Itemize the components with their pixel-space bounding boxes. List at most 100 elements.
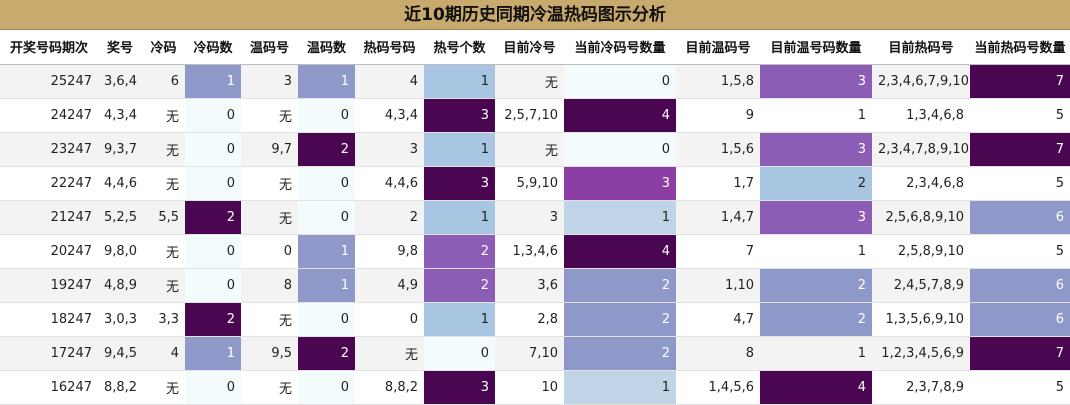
cell-cold-code: 4 xyxy=(142,336,185,371)
col-header-current-warm: 目前温码号 xyxy=(676,30,760,65)
table-row: 22247 4,4,6 无 0 无 0 4,4,6 3 5,9,10 3 1,7 2 2,3,4,6,8… xyxy=(0,166,1070,201)
cell-current-warm-count: 4 xyxy=(760,370,872,405)
cell-cold-count: 0 xyxy=(185,98,241,133)
cell-current-warm-count: 2 xyxy=(760,302,872,337)
cell-prize-number: 5,2,5 xyxy=(98,200,142,235)
cell-current-hot-count: 7 xyxy=(970,132,1070,167)
cell-current-hot: 2,3,4,6,8 xyxy=(872,166,970,201)
cell-cold-count: 0 xyxy=(185,234,241,269)
cell-hot-count: 2 xyxy=(424,268,495,303)
cell-current-hot: 1,3,5,6,9,10 xyxy=(872,302,970,337)
cell-period: 25247 xyxy=(0,64,98,99)
cell-current-cold: 2,8 xyxy=(495,302,564,337)
col-header-current-warm-count: 目前温号码数量 xyxy=(760,30,872,65)
cell-current-warm-count: 3 xyxy=(760,64,872,99)
cell-warm-count: 0 xyxy=(298,370,355,405)
cell-cold-code: 5,5 xyxy=(142,200,185,235)
cell-current-warm: 1,4,5,6 xyxy=(676,370,760,405)
cell-cold-count: 1 xyxy=(185,336,241,371)
cell-hot-count: 1 xyxy=(424,64,495,99)
col-header-current-hot-count: 当前热码号数量 xyxy=(970,30,1070,65)
cell-current-cold-count: 3 xyxy=(564,166,676,201)
cell-hot-code: 4,3,4 xyxy=(355,98,424,133)
cell-current-warm-count: 2 xyxy=(760,268,872,303)
cell-hot-count: 1 xyxy=(424,200,495,235)
cell-current-hot: 2,5,8,9,10 xyxy=(872,234,970,269)
cell-current-cold-count: 4 xyxy=(564,234,676,269)
cell-current-cold: 无 xyxy=(495,64,564,99)
table-row: 18247 3,0,3 3,3 2 无 0 0 1 2,8 2 4,7 2 1,3,5,6,9,10 6 xyxy=(0,302,1070,337)
cell-current-cold-count: 0 xyxy=(564,64,676,99)
cell-warm-count: 1 xyxy=(298,64,355,99)
analysis-table: 开奖号码期次 奖号 冷码 冷码数 温码号 温码数 热码号码 热号个数 目前冷号 … xyxy=(0,30,1070,405)
cell-current-cold: 5,9,10 xyxy=(495,166,564,201)
table-row: 21247 5,2,5 5,5 2 无 0 2 1 3 1 1,4,7 3 2,5,6,8,9,10 6 xyxy=(0,200,1070,235)
cell-current-cold-count: 2 xyxy=(564,268,676,303)
cell-hot-code: 4,9 xyxy=(355,268,424,303)
cell-current-warm-count: 1 xyxy=(760,98,872,133)
cell-prize-number: 9,8,0 xyxy=(98,234,142,269)
cell-current-hot: 2,3,7,8,9 xyxy=(872,370,970,405)
cell-current-cold: 无 xyxy=(495,132,564,167)
col-header-cold-count: 冷码数 xyxy=(185,30,241,65)
col-header-current-cold: 目前冷号 xyxy=(495,30,564,65)
cell-hot-code: 8,8,2 xyxy=(355,370,424,405)
cell-current-hot: 2,4,5,7,8,9 xyxy=(872,268,970,303)
cell-cold-code: 无 xyxy=(142,268,185,303)
cell-warm-count: 1 xyxy=(298,234,355,269)
cell-warm-count: 2 xyxy=(298,336,355,371)
cell-current-warm: 7 xyxy=(676,234,760,269)
cell-warm-code: 无 xyxy=(241,302,298,337)
cell-prize-number: 3,6,4 xyxy=(98,64,142,99)
cell-current-cold-count: 1 xyxy=(564,370,676,405)
cell-hot-count: 3 xyxy=(424,370,495,405)
cell-cold-count: 0 xyxy=(185,370,241,405)
cell-hot-code: 无 xyxy=(355,336,424,371)
cell-warm-count: 0 xyxy=(298,302,355,337)
cell-current-cold: 7,10 xyxy=(495,336,564,371)
cell-period: 18247 xyxy=(0,302,98,337)
cell-current-warm: 8 xyxy=(676,336,760,371)
cell-current-cold-count: 1 xyxy=(564,200,676,235)
cell-prize-number: 9,4,5 xyxy=(98,336,142,371)
cell-period: 19247 xyxy=(0,268,98,303)
cell-hot-count: 2 xyxy=(424,234,495,269)
cell-current-hot-count: 6 xyxy=(970,302,1070,337)
cell-cold-code: 6 xyxy=(142,64,185,99)
cell-prize-number: 4,8,9 xyxy=(98,268,142,303)
cell-cold-code: 3,3 xyxy=(142,302,185,337)
cell-period: 16247 xyxy=(0,370,98,405)
cell-cold-count: 2 xyxy=(185,200,241,235)
cell-current-warm-count: 3 xyxy=(760,132,872,167)
cell-hot-count: 3 xyxy=(424,98,495,133)
table-row: 23247 9,3,7 无 0 9,7 2 3 1 无 0 1,5,6 3 2,3,4,7,8,9,10… xyxy=(0,132,1070,167)
cell-cold-code: 无 xyxy=(142,132,185,167)
cell-warm-code: 无 xyxy=(241,200,298,235)
cell-cold-code: 无 xyxy=(142,166,185,201)
cell-prize-number: 4,3,4 xyxy=(98,98,142,133)
cell-current-warm: 1,7 xyxy=(676,166,760,201)
cell-prize-number: 8,8,2 xyxy=(98,370,142,405)
col-header-cold-code: 冷码 xyxy=(142,30,185,65)
cell-current-cold: 10 xyxy=(495,370,564,405)
cell-current-hot-count: 6 xyxy=(970,200,1070,235)
cell-warm-code: 无 xyxy=(241,166,298,201)
cell-period: 23247 xyxy=(0,132,98,167)
table-row: 16247 8,8,2 无 0 无 0 8,8,2 3 10 1 1,4,5,6 4 2,3,7,8,9… xyxy=(0,370,1070,405)
table-body: 25247 3,6,4 6 1 3 1 4 1 无 0 1,5,8 3 2,3,4,6,7,9,10 7 2… xyxy=(0,64,1070,405)
cell-current-hot-count: 7 xyxy=(970,336,1070,371)
table-row: 20247 9,8,0 无 0 0 1 9,8 2 1,3,4,6 4 7 1 2,5,8,9,10 5 xyxy=(0,234,1070,269)
cell-hot-code: 0 xyxy=(355,302,424,337)
cell-current-warm: 1,5,8 xyxy=(676,64,760,99)
cell-warm-count: 0 xyxy=(298,166,355,201)
cell-current-warm: 1,4,7 xyxy=(676,200,760,235)
cell-current-hot-count: 6 xyxy=(970,268,1070,303)
cell-current-warm: 1,5,6 xyxy=(676,132,760,167)
cell-hot-count: 1 xyxy=(424,302,495,337)
cell-current-warm: 9 xyxy=(676,98,760,133)
cell-warm-code: 无 xyxy=(241,370,298,405)
cell-cold-count: 0 xyxy=(185,166,241,201)
cell-current-hot: 2,3,4,7,8,9,10 xyxy=(872,132,970,167)
cell-current-cold-count: 2 xyxy=(564,336,676,371)
cell-current-warm-count: 2 xyxy=(760,166,872,201)
